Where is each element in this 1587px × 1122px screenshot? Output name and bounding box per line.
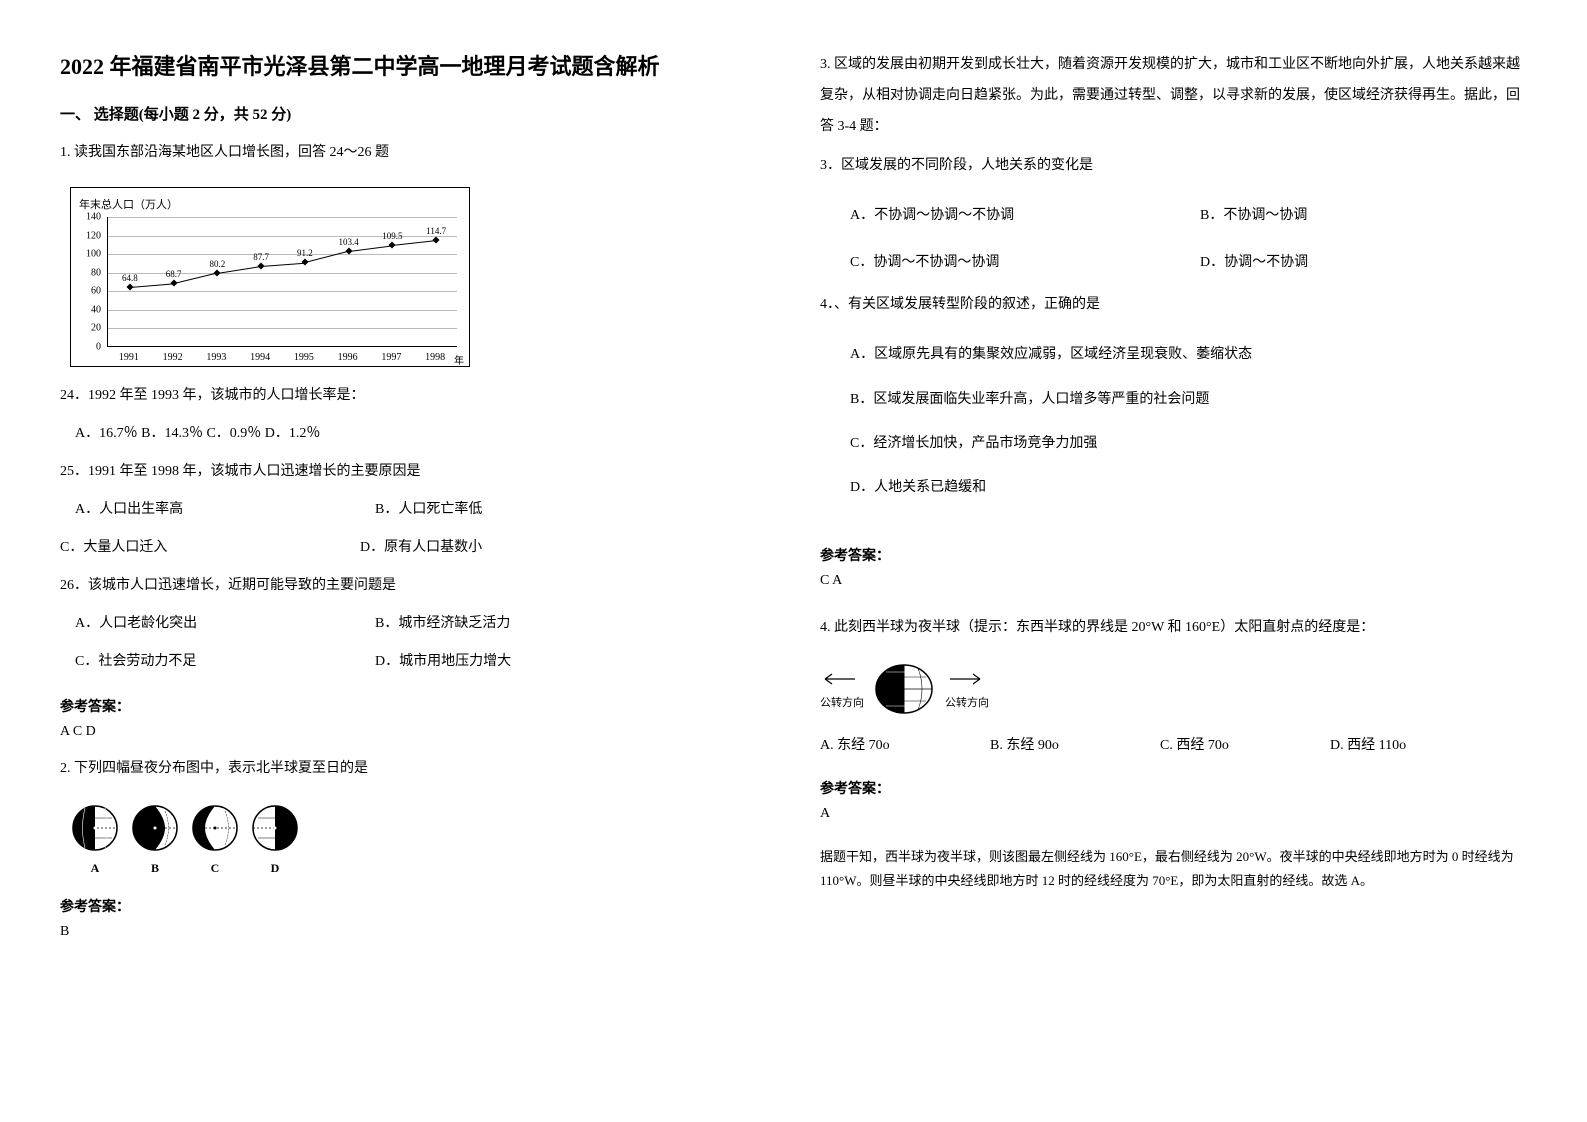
q3-answer: C A bbox=[820, 573, 1520, 589]
arrow-right-label: 公转方向 bbox=[945, 694, 989, 710]
globe-b: B bbox=[130, 803, 180, 876]
chart-area: 020406080100120140 64.868.780.287.791.21… bbox=[79, 217, 459, 367]
q4sub-opt-c: C．经济增长加快，产品市场竞争力加强 bbox=[820, 426, 1520, 462]
globe-c: C bbox=[190, 803, 240, 876]
q3-opt-a: A．不协调～协调～不协调 bbox=[850, 198, 1200, 234]
x-unit: 年 bbox=[454, 352, 464, 367]
q3-opt-c: C．协调～不协调～协调 bbox=[850, 245, 1200, 281]
q4sub-text: 4．、有关区域发展转型阶段的叙述，正确的是 bbox=[820, 291, 1520, 319]
q26-options-ab: A．人口老龄化突出 B．城市经济缺乏活力 bbox=[60, 610, 760, 638]
q4sub-opt-d: D．人地关系已趋缓和 bbox=[820, 470, 1520, 506]
q4-opt-b: B. 东经 90o bbox=[990, 732, 1160, 760]
q26-opt-d: D．城市用地压力增大 bbox=[375, 648, 511, 676]
q26-opt-b: B．城市经济缺乏活力 bbox=[375, 610, 510, 638]
population-chart: 年末总人口（万人） 020406080100120140 64.868.780.… bbox=[70, 187, 470, 367]
arrow-right-group: 公转方向 bbox=[945, 669, 989, 710]
left-column: 2022 年福建省南平市光泽县第二中学高一地理月考试题含解析 一、 选择题(每小… bbox=[60, 50, 760, 1072]
q26-text: 26．该城市人口迅速增长，近期可能导致的主要问题是 bbox=[60, 572, 760, 600]
q26-opt-a: A．人口老龄化突出 bbox=[75, 610, 375, 638]
q25-options-cd: C．大量人口迁入 D．原有人口基数小 bbox=[60, 534, 760, 562]
arrow-right-icon bbox=[945, 669, 985, 689]
arrow-left-icon bbox=[820, 669, 860, 689]
q4-text: 4. 此刻西半球为夜半球（提示：东西半球的界线是 20°W 和 160°E）太阳… bbox=[820, 614, 1520, 642]
q25-opt-d: D．原有人口基数小 bbox=[360, 534, 482, 562]
chart-title: 年末总人口（万人） bbox=[79, 196, 461, 212]
globe-b-icon bbox=[130, 803, 180, 853]
q2-answer-label: 参考答案： bbox=[60, 896, 760, 916]
globe-c-icon bbox=[190, 803, 240, 853]
q3-answer-label: 参考答案： bbox=[820, 545, 1520, 565]
q4-answer: A bbox=[820, 806, 1520, 822]
q3-text: 3．区域发展的不同阶段，人地关系的变化是 bbox=[820, 152, 1520, 180]
globe-b-label: B bbox=[130, 861, 180, 876]
q1-intro: 1. 读我国东部沿海某地区人口增长图，回答 24～26 题 bbox=[60, 139, 760, 167]
q24-text: 24．1992 年至 1993 年，该城市的人口增长率是： bbox=[60, 382, 760, 410]
arrow-left-group: 公转方向 bbox=[820, 669, 864, 710]
q4-explanation: 据题干知，西半球为夜半球，则该图最左侧经线为 160°E，最右侧经线为 20°W… bbox=[820, 845, 1520, 894]
q3-opt-b: B．不协调～协调 bbox=[1200, 198, 1307, 234]
q3-opt-d: D．协调～不协调 bbox=[1200, 245, 1308, 281]
right-column: 3. 区域的发展由初期开发到成长壮大，随着资源开发规模的扩大，城市和工业区不断地… bbox=[820, 50, 1520, 1072]
q3-options-cd: C．协调～不协调～协调 D．协调～不协调 bbox=[820, 245, 1520, 281]
q3-intro: 3. 区域的发展由初期开发到成长壮大，随着资源开发规模的扩大，城市和工业区不断地… bbox=[820, 50, 1520, 142]
globe-a-label: A bbox=[70, 861, 120, 876]
globe-row: A B C bbox=[70, 803, 760, 876]
globe-c-label: C bbox=[190, 861, 240, 876]
q26-opt-c: C．社会劳动力不足 bbox=[75, 648, 375, 676]
globe-diagram: 公转方向 公转方向 bbox=[820, 662, 1520, 717]
q25-opt-a: A．人口出生率高 bbox=[75, 496, 375, 524]
q25-opt-c: C．大量人口迁入 bbox=[60, 534, 360, 562]
globe-q4-icon bbox=[872, 662, 937, 717]
q1-answer: A C D bbox=[60, 724, 760, 740]
section-header: 一、 选择题(每小题 2 分，共 52 分) bbox=[60, 103, 760, 124]
q2-answer: B bbox=[60, 924, 760, 940]
q25-opt-b: B．人口死亡率低 bbox=[375, 496, 482, 524]
plot-area: 64.868.780.287.791.2103.4109.5114.7 bbox=[107, 217, 457, 347]
q2-text: 2. 下列四幅昼夜分布图中，表示北半球夏至日的是 bbox=[60, 755, 760, 783]
q25-text: 25．1991 年至 1998 年，该城市人口迅速增长的主要原因是 bbox=[60, 458, 760, 486]
exam-title: 2022 年福建省南平市光泽县第二中学高一地理月考试题含解析 bbox=[60, 50, 760, 83]
q4sub-opt-b: B．区域发展面临失业率升高，人口增多等严重的社会问题 bbox=[820, 382, 1520, 418]
q25-options-ab: A．人口出生率高 B．人口死亡率低 bbox=[60, 496, 760, 524]
globe-d: D bbox=[250, 803, 300, 876]
q4-opt-d: D. 西经 110o bbox=[1330, 732, 1500, 760]
q24-options: A．16.7％ B．14.3％ C．0.9％ D．1.2％ bbox=[60, 420, 760, 448]
x-labels: 19911992199319941995199619971998 bbox=[107, 352, 457, 363]
globe-d-label: D bbox=[250, 861, 300, 876]
q3-options-ab: A．不协调～协调～不协调 B．不协调～协调 bbox=[820, 198, 1520, 234]
globe-a: A bbox=[70, 803, 120, 876]
globe-a-icon bbox=[70, 803, 120, 853]
q4-opt-c: C. 西经 70o bbox=[1160, 732, 1330, 760]
q4-options: A. 东经 70o B. 东经 90o C. 西经 70o D. 西经 110o bbox=[820, 732, 1520, 760]
q26-options-cd: C．社会劳动力不足 D．城市用地压力增大 bbox=[60, 648, 760, 676]
q1-answer-label: 参考答案： bbox=[60, 696, 760, 716]
q4sub-opt-a: A．区域原先具有的集聚效应减弱，区域经济呈现衰败、萎缩状态 bbox=[820, 337, 1520, 373]
q4-opt-a: A. 东经 70o bbox=[820, 732, 990, 760]
arrow-left-label: 公转方向 bbox=[820, 694, 864, 710]
q4-answer-label: 参考答案： bbox=[820, 778, 1520, 798]
y-axis: 020406080100120140 bbox=[79, 217, 104, 347]
globe-d-icon bbox=[250, 803, 300, 853]
